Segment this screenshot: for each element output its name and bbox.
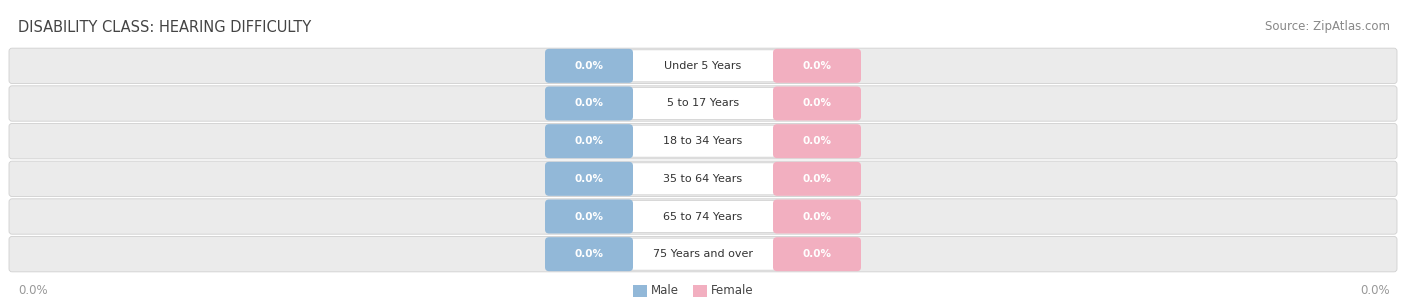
FancyBboxPatch shape xyxy=(8,161,1398,196)
Text: 0.0%: 0.0% xyxy=(803,174,831,184)
FancyBboxPatch shape xyxy=(773,49,860,83)
FancyBboxPatch shape xyxy=(630,88,776,120)
Text: Source: ZipAtlas.com: Source: ZipAtlas.com xyxy=(1265,20,1391,33)
Text: 0.0%: 0.0% xyxy=(575,174,603,184)
Text: 0.0%: 0.0% xyxy=(803,61,831,71)
FancyBboxPatch shape xyxy=(8,48,1398,84)
Text: 0.0%: 0.0% xyxy=(803,211,831,221)
Text: 0.0%: 0.0% xyxy=(803,136,831,146)
FancyBboxPatch shape xyxy=(546,162,633,196)
FancyBboxPatch shape xyxy=(773,199,860,234)
Text: 0.0%: 0.0% xyxy=(18,285,48,297)
FancyBboxPatch shape xyxy=(633,285,647,297)
Text: 18 to 34 Years: 18 to 34 Years xyxy=(664,136,742,146)
Text: 0.0%: 0.0% xyxy=(575,249,603,259)
FancyBboxPatch shape xyxy=(546,87,633,120)
Text: 0.0%: 0.0% xyxy=(803,99,831,109)
FancyBboxPatch shape xyxy=(8,86,1398,121)
FancyBboxPatch shape xyxy=(773,237,860,271)
FancyBboxPatch shape xyxy=(630,200,776,232)
Text: DISABILITY CLASS: HEARING DIFFICULTY: DISABILITY CLASS: HEARING DIFFICULTY xyxy=(18,20,311,35)
Text: Male: Male xyxy=(651,285,679,297)
FancyBboxPatch shape xyxy=(546,237,633,271)
Text: 5 to 17 Years: 5 to 17 Years xyxy=(666,99,740,109)
FancyBboxPatch shape xyxy=(8,124,1398,159)
FancyBboxPatch shape xyxy=(630,125,776,157)
FancyBboxPatch shape xyxy=(8,236,1398,272)
Text: 35 to 64 Years: 35 to 64 Years xyxy=(664,174,742,184)
Text: 0.0%: 0.0% xyxy=(803,249,831,259)
FancyBboxPatch shape xyxy=(773,124,860,158)
FancyBboxPatch shape xyxy=(546,124,633,158)
Text: 0.0%: 0.0% xyxy=(575,136,603,146)
FancyBboxPatch shape xyxy=(630,163,776,195)
FancyBboxPatch shape xyxy=(546,199,633,234)
Text: 0.0%: 0.0% xyxy=(575,99,603,109)
FancyBboxPatch shape xyxy=(546,49,633,83)
Text: 0.0%: 0.0% xyxy=(1361,285,1391,297)
Text: 0.0%: 0.0% xyxy=(575,61,603,71)
Text: Female: Female xyxy=(711,285,754,297)
Text: Under 5 Years: Under 5 Years xyxy=(665,61,741,71)
Text: 65 to 74 Years: 65 to 74 Years xyxy=(664,211,742,221)
FancyBboxPatch shape xyxy=(773,162,860,196)
Text: 0.0%: 0.0% xyxy=(575,211,603,221)
FancyBboxPatch shape xyxy=(630,238,776,270)
FancyBboxPatch shape xyxy=(630,50,776,82)
FancyBboxPatch shape xyxy=(693,285,707,297)
FancyBboxPatch shape xyxy=(773,87,860,120)
FancyBboxPatch shape xyxy=(8,199,1398,234)
Text: 75 Years and over: 75 Years and over xyxy=(652,249,754,259)
